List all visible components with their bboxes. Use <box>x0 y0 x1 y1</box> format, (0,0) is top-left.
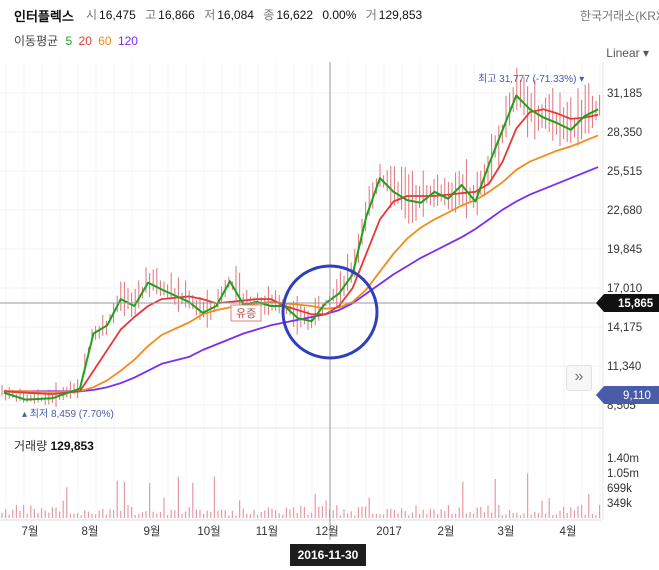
stock-name: 인터플렉스 <box>14 9 74 24</box>
time-tick-label: 3월 <box>498 525 515 538</box>
ma-5-line <box>3 94 599 401</box>
moving-average-lines <box>3 94 599 401</box>
price-tick-label: 31,185 <box>607 88 642 100</box>
time-tick-label: 10월 <box>197 525 220 538</box>
open-label: 시 <box>86 8 98 22</box>
ma-120-line <box>3 166 599 393</box>
crosshair-price: 15,865 <box>618 298 654 310</box>
volume-panel-value: 129,853 <box>50 439 94 453</box>
moving-average-legend: 이동평균 5 20 60 120 <box>14 32 141 49</box>
time-axis: 7월 8월 9월 10월 11월 12월 2017 2월 3월 4월 <box>22 525 577 538</box>
price-tick-label: 11,340 <box>607 361 641 373</box>
price-tick-label: 19,845 <box>607 244 642 256</box>
volume-panel-title: 거래량 <box>14 439 48 453</box>
price-tick-label: 14,175 <box>607 322 642 334</box>
volume-tick-label: 349k <box>607 498 632 510</box>
price-tick-label: 28,350 <box>607 127 642 139</box>
low-label: 저 <box>204 8 216 22</box>
time-tick-label: 2017 <box>376 526 402 538</box>
ma-legend-title: 이동평균 <box>14 34 59 48</box>
low-annotation: ▴ 최저 8,459 (7.70%) <box>22 408 114 420</box>
price-tick-label: 25,515 <box>607 166 642 178</box>
ma-20-label: 20 <box>78 34 92 48</box>
close-label: 종 <box>263 8 275 22</box>
volume-tick-label: 1.05m <box>607 468 639 480</box>
price-tick-label: 17,010 <box>607 283 642 295</box>
scale-mode-dropdown[interactable]: Linear ▾ <box>606 46 649 60</box>
time-tick-label: 8월 <box>82 525 99 538</box>
crosshair-date-badge: 2016-11-30 <box>290 544 366 566</box>
volume-bars <box>1 473 601 518</box>
time-tick-label: 7월 <box>22 525 39 538</box>
last-price: 9,110 <box>623 390 651 402</box>
volume-tick-label: 699k <box>607 483 632 495</box>
time-tick-label: 12월 <box>315 525 338 538</box>
volume-panel-label: 거래량 129,853 <box>14 437 94 454</box>
ma-60-line <box>3 134 599 393</box>
open-value: 16,475 <box>99 8 136 22</box>
volume-tick-label: 1.40m <box>607 453 639 465</box>
change-percent: 0.00% <box>322 8 357 22</box>
price-tick-label: 22,680 <box>607 205 642 217</box>
time-tick-label: 9월 <box>144 525 161 538</box>
scroll-right-button[interactable]: » <box>566 365 592 391</box>
time-tick-label: 2월 <box>438 525 455 538</box>
volume-axis: 1.40m 1.05m 699k 349k <box>607 453 639 510</box>
highlight-circle <box>281 264 379 360</box>
low-value: 16,084 <box>217 8 254 22</box>
ma-5-label: 5 <box>65 34 73 48</box>
time-tick-label: 11월 <box>256 525 279 538</box>
event-tag: 유증 <box>236 307 256 320</box>
high-value: 16,866 <box>158 8 195 22</box>
quote-header: 인터플렉스 시 16,475 고 16,866 저 16,084 종 16,622 0.… <box>0 0 659 60</box>
high-label: 고 <box>145 8 157 22</box>
close-value: 16,622 <box>276 8 314 22</box>
volume-value: 129,853 <box>378 8 423 22</box>
ma-120-label: 120 <box>117 34 138 48</box>
ma-20-line <box>3 108 599 395</box>
crosshair-price-tag <box>596 294 659 312</box>
last-price-tag <box>596 386 659 404</box>
time-tick-label: 4월 <box>560 525 577 538</box>
event-tag-box <box>230 304 262 322</box>
exchange-name: 한국거래소(KRX <box>580 9 659 23</box>
chart-grid <box>0 62 604 521</box>
price-axis: 31,185 28,350 25,515 22,680 19,845 17,010 14,1… <box>607 88 642 412</box>
ma-60-label: 60 <box>98 34 112 48</box>
high-annotation: 최고 31,777 (-71.33%) ▾ <box>478 73 584 85</box>
volume-label: 거 <box>365 8 377 22</box>
